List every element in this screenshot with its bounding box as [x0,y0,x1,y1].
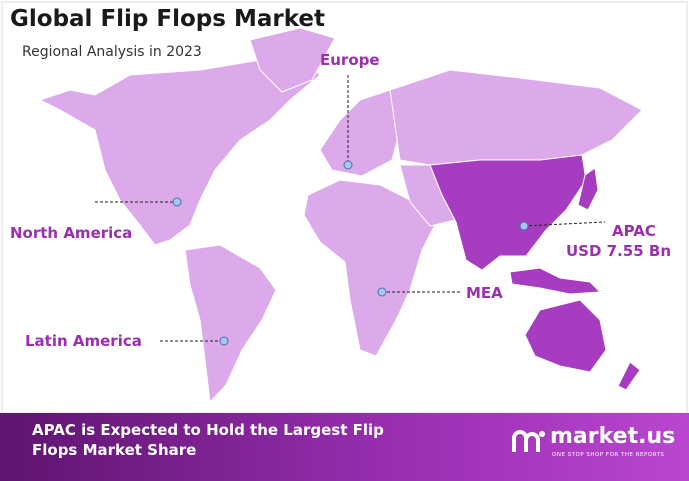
russia [389,69,643,166]
europe [319,89,401,177]
australia [524,299,607,373]
region-label: Europe [320,51,380,69]
region-value: USD 7.55 Bn [566,242,671,260]
asia-pacific [429,154,587,271]
marker [172,197,182,207]
japan [577,167,599,211]
footer-band [0,413,689,481]
region-label: Latin America [25,332,142,350]
frame [1,1,688,413]
world-map [1,1,688,413]
region-label: MEA [466,284,503,302]
africa [303,179,441,357]
new-zealand [617,361,641,391]
marker [219,336,229,346]
region-label: North America [10,224,133,242]
footer-text: APAC is Expected to Hold the Largest Fli… [32,421,384,459]
logo-icon [512,430,545,452]
logo: market.us [550,424,676,449]
region-label: APAC [612,222,656,240]
marker [343,160,353,170]
greenland [249,27,336,93]
title: Global Flip Flops Market [10,6,325,32]
logo-tagline: ONE STOP SHOP FOR THE REPORTS [552,452,665,458]
indonesia [509,267,602,295]
south-america [184,244,277,404]
marker [519,221,529,231]
marker [377,287,387,297]
leader-line [523,221,606,227]
subtitle: Regional Analysis in 2023 [22,44,202,60]
